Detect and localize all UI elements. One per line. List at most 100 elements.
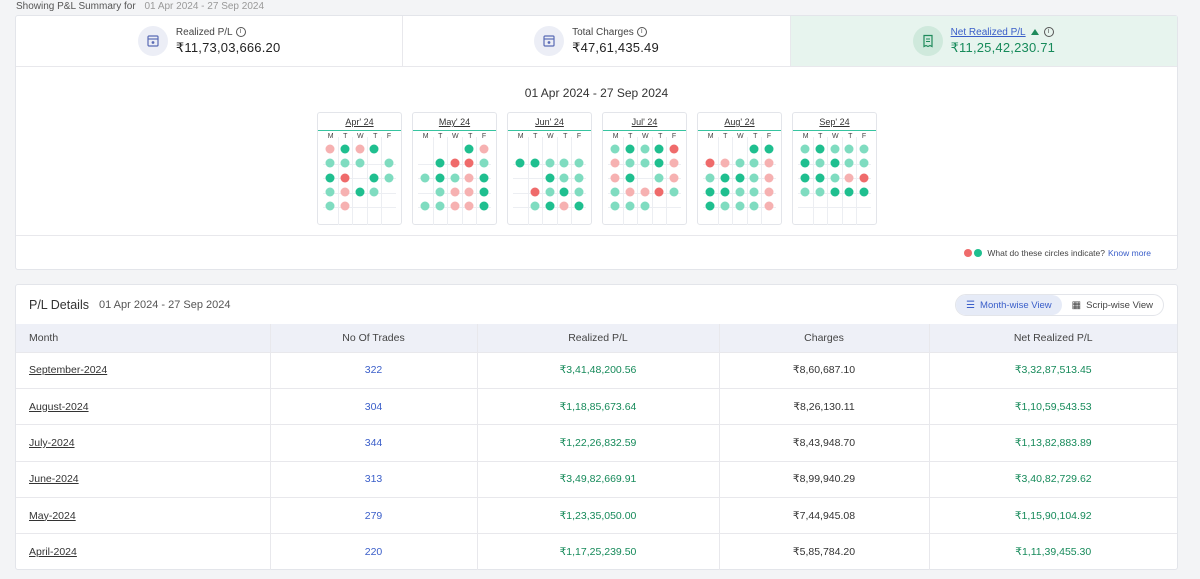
month-wise-view-button[interactable]: ☰ Month-wise View [956,295,1062,315]
day-circle[interactable] [545,201,554,211]
month-link[interactable]: June-2024 [16,460,271,498]
day-circle[interactable] [764,144,774,154]
day-circle[interactable] [800,187,810,197]
day-circle[interactable] [369,173,379,182]
month-title[interactable]: Jun' 24 [535,117,564,127]
day-circle[interactable] [640,158,649,168]
day-circle[interactable] [464,187,474,197]
day-circle[interactable] [420,173,430,182]
day-circle[interactable] [705,173,715,182]
day-circle[interactable] [464,144,474,154]
day-circle[interactable] [800,144,810,154]
trades-count[interactable]: 344 [270,424,478,462]
day-circle[interactable] [640,187,649,197]
day-circle[interactable] [720,173,730,182]
day-circle[interactable] [479,173,489,182]
day-circle[interactable] [325,173,335,182]
day-circle[interactable] [574,201,584,211]
day-circle[interactable] [830,173,839,182]
day-circle[interactable] [844,158,854,168]
day-circle[interactable] [705,201,715,211]
day-circle[interactable] [384,173,394,182]
info-icon[interactable]: i [636,27,647,37]
day-circle[interactable] [705,187,715,197]
day-circle[interactable] [735,158,744,168]
day-circle[interactable] [735,173,744,182]
day-circle[interactable] [559,187,569,197]
day-circle[interactable] [435,201,445,211]
day-circle[interactable] [464,158,474,168]
day-circle[interactable] [859,187,869,197]
day-circle[interactable] [355,187,364,197]
day-circle[interactable] [340,201,350,211]
day-circle[interactable] [479,201,489,211]
day-circle[interactable] [720,201,730,211]
day-circle[interactable] [859,144,869,154]
trades-count[interactable]: 279 [270,497,478,534]
month-link[interactable]: April-2024 [16,533,271,571]
month-title[interactable]: Jul' 24 [631,117,658,127]
day-circle[interactable] [450,201,459,211]
day-circle[interactable] [669,158,679,168]
day-circle[interactable] [625,158,635,168]
day-circle[interactable] [369,144,379,154]
day-circle[interactable] [625,173,635,182]
day-circle[interactable] [815,158,825,168]
day-circle[interactable] [815,144,825,154]
day-circle[interactable] [464,201,474,211]
day-circle[interactable] [844,187,854,197]
day-circle[interactable] [610,201,620,211]
month-link[interactable]: August-2024 [16,387,271,425]
day-circle[interactable] [559,201,569,211]
trades-count[interactable]: 322 [270,351,478,389]
day-circle[interactable] [830,158,839,168]
day-circle[interactable] [800,158,810,168]
day-circle[interactable] [735,187,744,197]
day-circle[interactable] [545,173,554,182]
day-circle[interactable] [669,187,679,197]
day-circle[interactable] [610,187,620,197]
day-circle[interactable] [325,144,335,154]
day-circle[interactable] [640,144,649,154]
month-link[interactable]: September-2024 [16,351,271,389]
day-circle[interactable] [764,187,774,197]
day-circle[interactable] [515,158,525,168]
day-circle[interactable] [610,144,620,154]
info-icon[interactable]: i [235,27,246,37]
day-circle[interactable] [830,144,839,154]
day-circle[interactable] [654,173,664,182]
day-circle[interactable] [545,187,554,197]
month-link[interactable]: May-2024 [16,497,271,534]
day-circle[interactable] [479,187,489,197]
day-circle[interactable] [610,173,620,182]
day-circle[interactable] [450,173,459,182]
day-circle[interactable] [559,158,569,168]
day-circle[interactable] [859,173,869,182]
scrip-wise-view-button[interactable]: ▦ Scrip-wise View [1062,295,1163,315]
day-circle[interactable] [610,158,620,168]
day-circle[interactable] [654,158,664,168]
day-circle[interactable] [355,144,364,154]
day-circle[interactable] [844,144,854,154]
day-circle[interactable] [340,158,350,168]
day-circle[interactable] [749,201,759,211]
trades-count[interactable]: 220 [270,533,478,571]
day-circle[interactable] [559,173,569,182]
info-icon[interactable]: i [1043,27,1054,37]
day-circle[interactable] [384,158,394,168]
day-circle[interactable] [435,158,445,168]
day-circle[interactable] [749,144,759,154]
day-circle[interactable] [450,187,459,197]
know-more-link[interactable]: Know more [1108,248,1151,258]
day-circle[interactable] [340,144,350,154]
day-circle[interactable] [830,187,839,197]
day-circle[interactable] [669,144,679,154]
day-circle[interactable] [325,158,335,168]
day-circle[interactable] [749,158,759,168]
trades-count[interactable]: 313 [270,460,478,498]
day-circle[interactable] [479,158,489,168]
net-realized-pl-link[interactable]: Net Realized P/L [950,26,1026,38]
day-circle[interactable] [325,187,335,197]
month-link[interactable]: July-2024 [16,424,271,462]
day-circle[interactable] [669,173,679,182]
